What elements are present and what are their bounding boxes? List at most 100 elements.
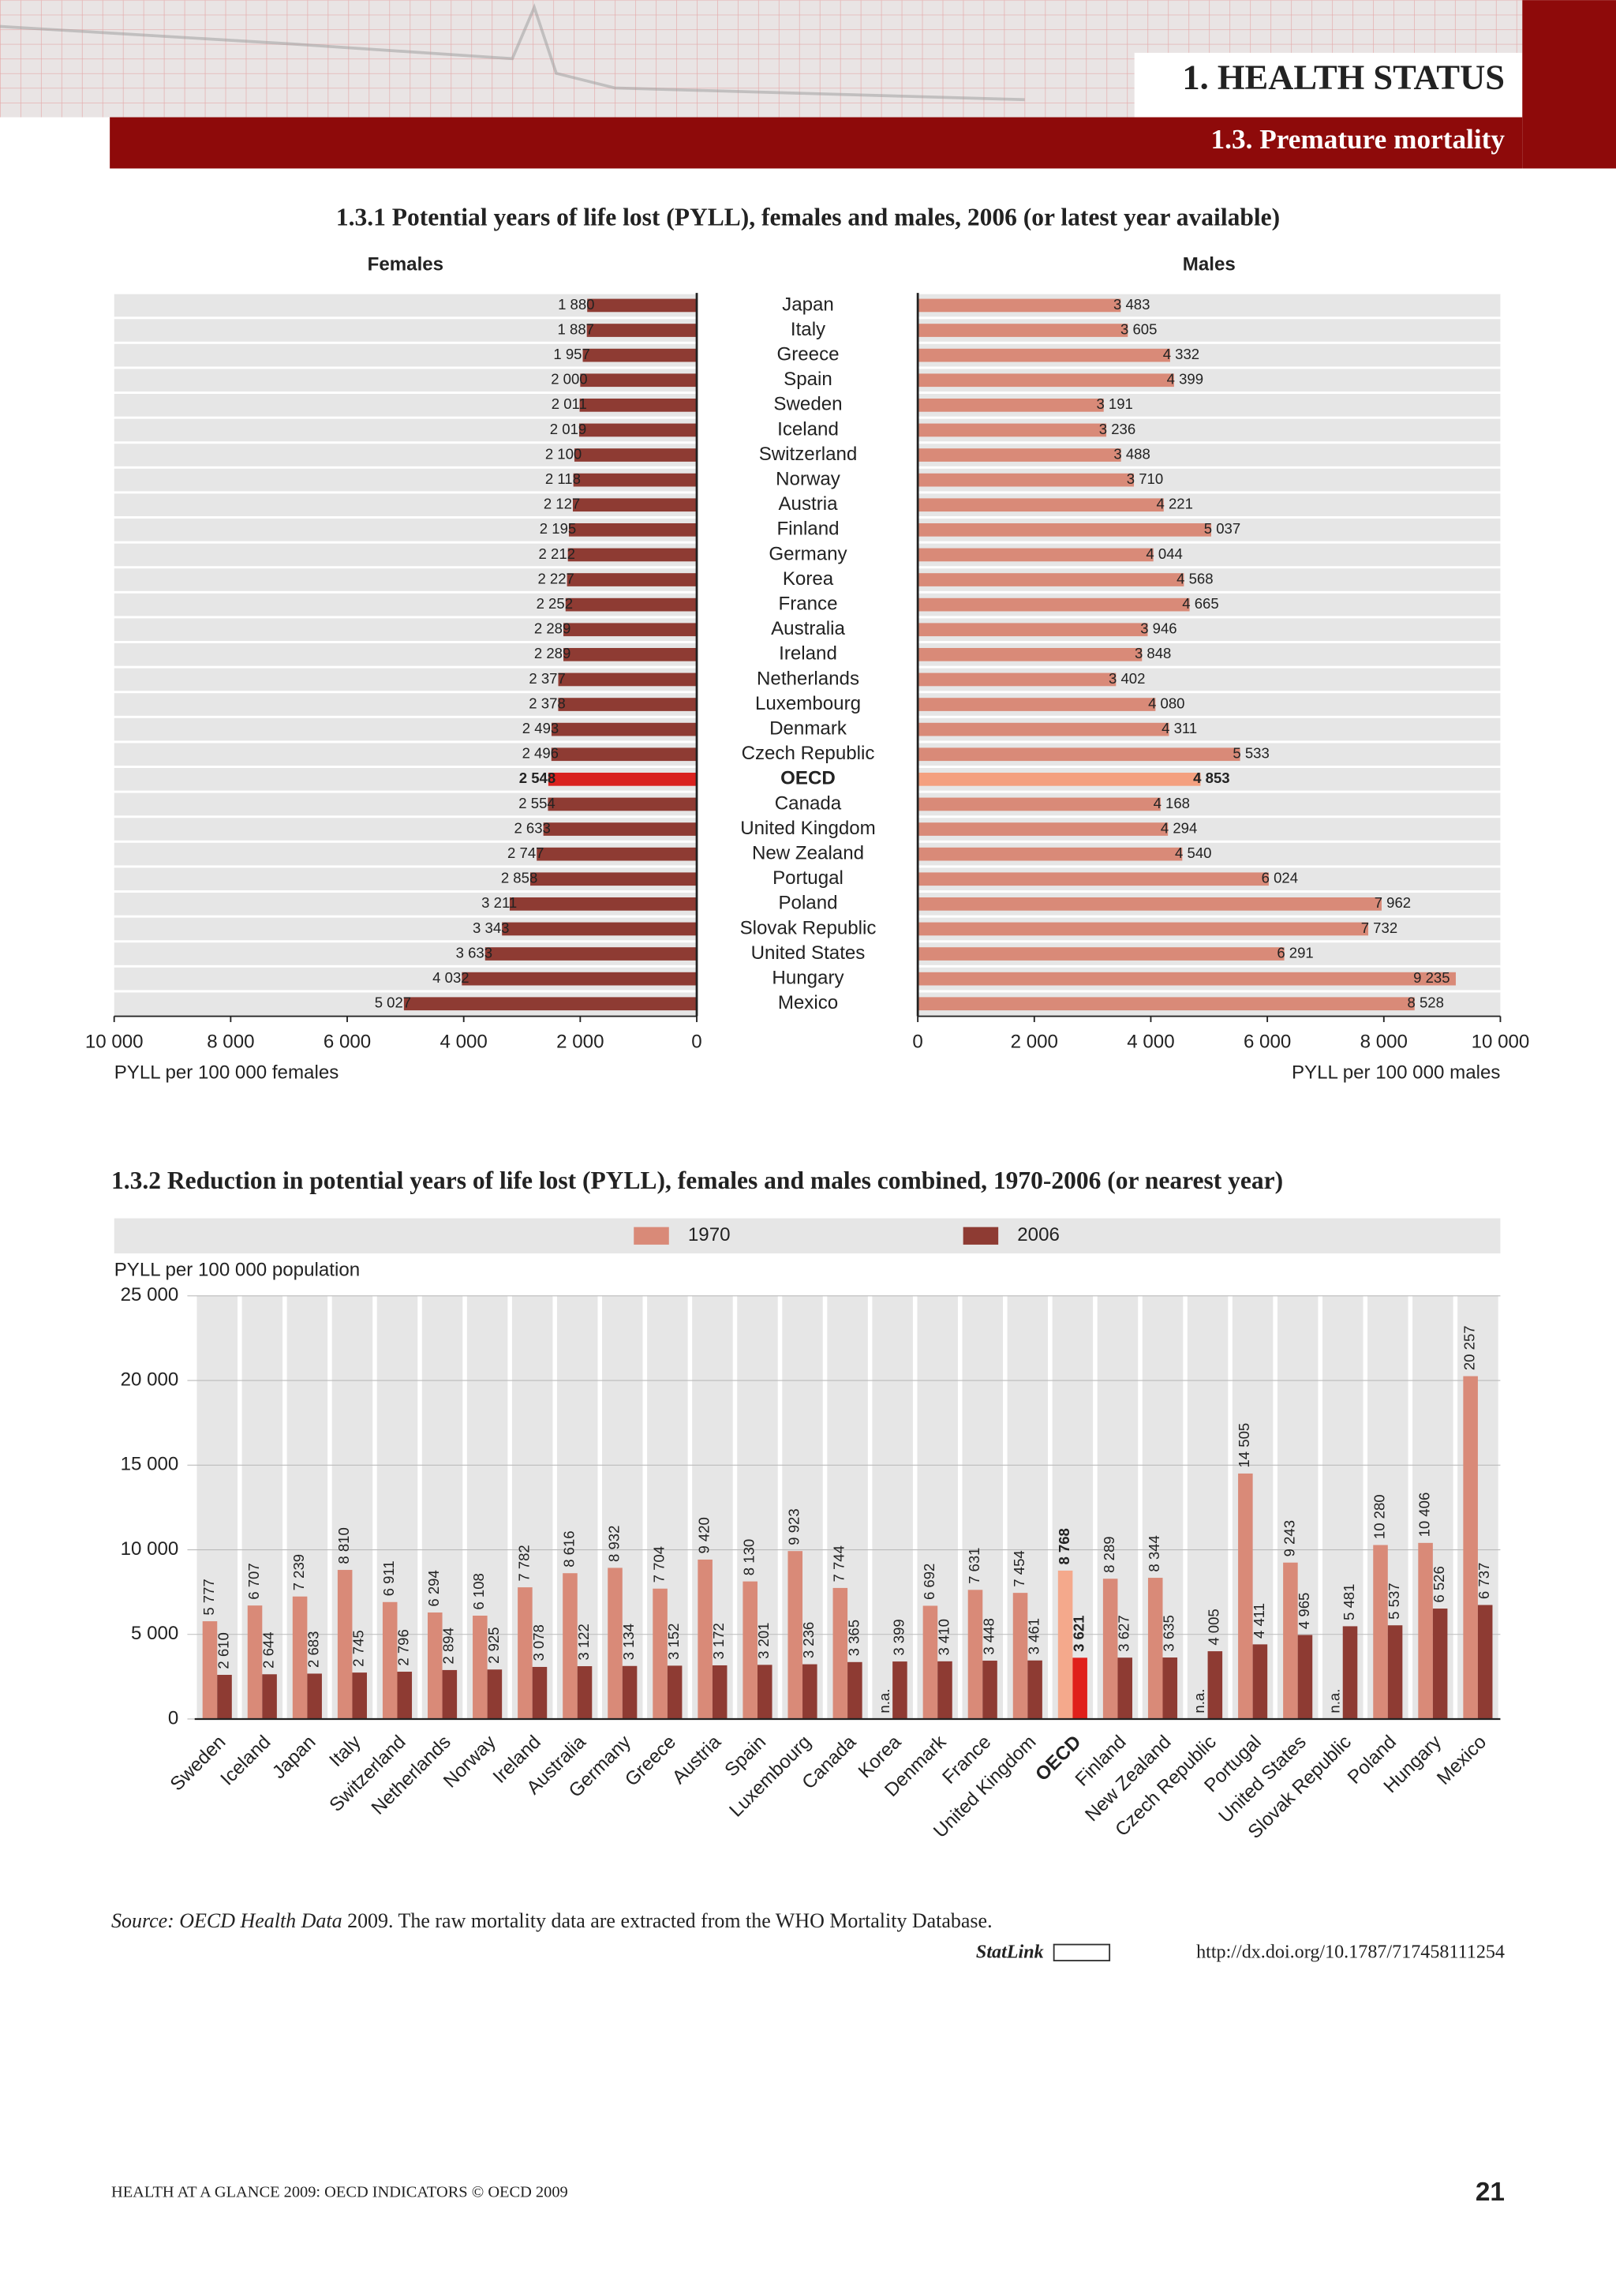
category-label: United States	[751, 942, 866, 964]
x-axis-label: PYLL per 100 000 females	[114, 1062, 339, 1083]
value-label: 8 289	[1101, 1536, 1117, 1572]
value-label: 8 528	[1407, 994, 1443, 1011]
value-label: 2 496	[522, 745, 559, 762]
value-label: 3 399	[890, 1619, 907, 1655]
value-label: 7 704	[650, 1546, 667, 1582]
bar	[918, 548, 1154, 562]
x-tick-label: 10 000	[85, 1031, 144, 1052]
value-label: 2 745	[350, 1630, 367, 1666]
statlink-icon	[1053, 1943, 1111, 1961]
chapter-title: 1. HEALTH STATUS	[1182, 57, 1505, 96]
value-label: 3 152	[665, 1624, 682, 1660]
bar	[1117, 1657, 1132, 1719]
value-label: 3 627	[1116, 1615, 1132, 1651]
value-label: 5 037	[1204, 520, 1240, 537]
value-label: 7 782	[515, 1545, 532, 1581]
category-label: Denmark	[769, 718, 847, 740]
value-label: 1 957	[553, 346, 589, 362]
value-label: 7 239	[290, 1554, 307, 1590]
value-label: 7 732	[1361, 920, 1397, 936]
category-label: Germany	[769, 543, 847, 564]
value-label: 2 289	[534, 620, 570, 637]
value-label: 6 291	[1277, 944, 1313, 961]
value-label: 2 118	[545, 470, 581, 487]
bar	[577, 1666, 593, 1719]
category-label: Poland	[778, 893, 837, 914]
value-label: 4 221	[1156, 496, 1192, 512]
value-label: 8 130	[741, 1539, 758, 1575]
value-label: 3 848	[1135, 645, 1171, 661]
statlink-url[interactable]: http://dx.doi.org/10.1787/717458111254	[1196, 1942, 1505, 1962]
value-label: 4 665	[1182, 595, 1218, 612]
value-label: 6 692	[921, 1564, 937, 1600]
x-tick-label: 0	[691, 1031, 701, 1052]
value-label: 10 280	[1371, 1494, 1387, 1539]
bar	[1432, 1609, 1448, 1719]
category-label: Netherlands	[757, 668, 859, 689]
value-label: 5 533	[1233, 745, 1269, 762]
value-label: 9 420	[696, 1517, 713, 1553]
bar	[922, 1605, 938, 1719]
bar	[551, 747, 698, 762]
bar	[572, 498, 698, 512]
bar	[918, 872, 1269, 886]
category-label: Japan	[782, 294, 834, 315]
value-label: 2 894	[440, 1627, 457, 1664]
value-label: n.a.	[1191, 1689, 1207, 1714]
category-label: Luxembourg	[755, 693, 861, 714]
value-label: 1 880	[558, 296, 594, 313]
value-label: 3 448	[980, 1618, 997, 1654]
x-tick-label: Austria	[668, 1731, 726, 1788]
category-label: Hungary	[772, 968, 844, 989]
value-label: 2 000	[551, 371, 587, 388]
bar	[967, 1590, 983, 1719]
bar	[653, 1588, 668, 1719]
category-background	[1187, 1295, 1229, 1719]
value-label: 2 493	[522, 720, 559, 736]
bar	[918, 897, 1382, 911]
value-label: 2 127	[544, 496, 580, 512]
bar	[565, 597, 698, 612]
value-label: 3 605	[1120, 320, 1157, 337]
category-label: Canada	[775, 792, 842, 814]
x-tick-label: Iceland	[216, 1732, 275, 1790]
bar	[548, 772, 698, 786]
bar	[579, 398, 698, 412]
bar	[563, 1573, 578, 1719]
value-label: 2 019	[550, 421, 586, 437]
category-label: Czech Republic	[742, 743, 875, 764]
bar	[667, 1665, 683, 1719]
bar	[892, 1661, 907, 1719]
value-label: 2 227	[537, 570, 574, 586]
value-label: 3 410	[935, 1619, 952, 1655]
value-label: 4 540	[1175, 845, 1211, 861]
x-tick-label: 6 000	[324, 1031, 371, 1052]
value-label: 3 172	[710, 1623, 727, 1659]
bar	[918, 423, 1107, 437]
value-label: 3 402	[1109, 670, 1145, 687]
legend-label: 1970	[688, 1224, 731, 1245]
value-label: 2 858	[501, 870, 537, 886]
bar	[1373, 1545, 1388, 1719]
value-label: n.a.	[1326, 1689, 1342, 1714]
bar	[918, 498, 1164, 512]
value-label: 2 377	[529, 670, 565, 687]
y-tick-label: 15 000	[121, 1454, 179, 1475]
chapter-box	[1134, 52, 1523, 118]
bar	[551, 722, 698, 736]
category-background	[872, 1295, 913, 1719]
value-label: 2 644	[260, 1631, 276, 1668]
value-label: 4 005	[1206, 1609, 1222, 1645]
value-label: 8 768	[1056, 1528, 1072, 1564]
value-label: 3 488	[1113, 445, 1150, 462]
bar	[918, 298, 1121, 313]
bar	[428, 1612, 443, 1719]
x-tick-label: 2 000	[556, 1031, 604, 1052]
value-label: 14 505	[1236, 1423, 1252, 1468]
bar	[567, 548, 698, 562]
bar	[622, 1665, 638, 1719]
bar	[1012, 1593, 1028, 1719]
value-label: 2 610	[215, 1632, 231, 1669]
legend-label: 2006	[1017, 1224, 1060, 1245]
chart-title: 1.3.1 Potential years of life lost (PYLL…	[336, 204, 1280, 231]
